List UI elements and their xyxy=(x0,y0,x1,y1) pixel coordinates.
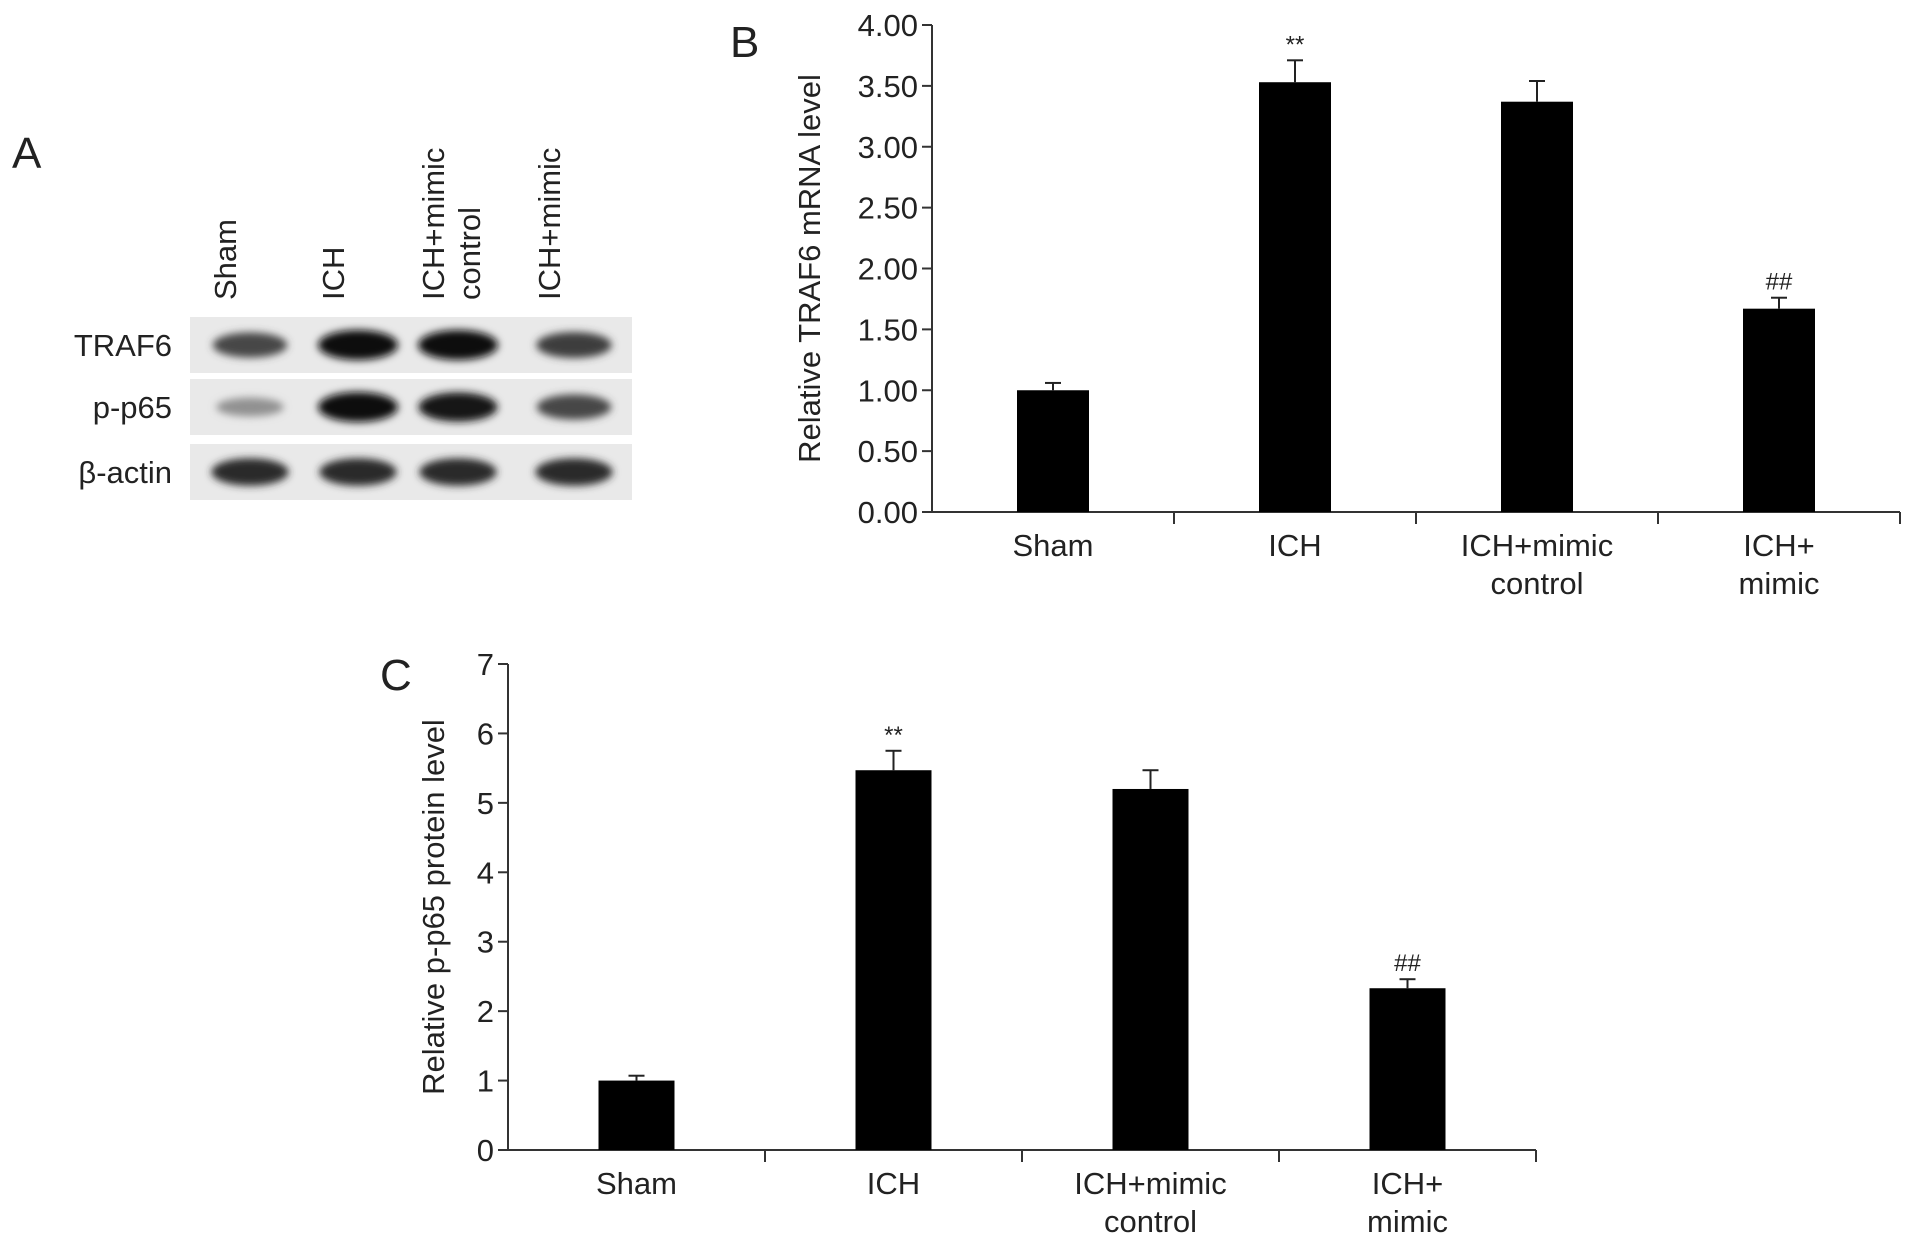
y-tick-label: 5 xyxy=(477,786,494,821)
x-category-label: mimic xyxy=(1367,1204,1448,1239)
bar xyxy=(1743,308,1815,512)
x-category-label: control xyxy=(1104,1204,1197,1239)
blot-lane-label: ICH+mimic xyxy=(416,148,451,300)
y-axis-label: Relative p-p65 protein level xyxy=(416,719,451,1095)
blot-band xyxy=(211,458,289,486)
y-tick-label: 3 xyxy=(477,925,494,960)
blot-band xyxy=(419,458,497,486)
significance-mark: ** xyxy=(1286,31,1305,58)
bar xyxy=(855,770,932,1150)
blot-band xyxy=(212,332,288,358)
blot-band xyxy=(535,458,613,486)
y-tick-label: 3.50 xyxy=(858,69,918,104)
bar xyxy=(1501,101,1573,512)
bar xyxy=(1017,390,1089,512)
y-axis-label: Relative TRAF6 mRNA level xyxy=(792,74,827,463)
panel-label-c: C xyxy=(380,651,412,700)
blot-band xyxy=(318,392,398,422)
x-category-label: control xyxy=(1490,566,1583,601)
y-tick-label: 1.50 xyxy=(858,312,918,347)
y-tick-label: 1 xyxy=(477,1064,494,1099)
blot-row-label: p-p65 xyxy=(93,390,172,425)
blot-band xyxy=(216,397,284,417)
blot-rows: TRAF6 p-p65 β-actin xyxy=(74,317,632,500)
y-tick-label: 2.50 xyxy=(858,191,918,226)
x-category-label: Sham xyxy=(1013,528,1094,563)
chart-c-p-p65-protein: 0 1 2 3 4 5 6 7 Relative p-p65 protein level Sham… xyxy=(416,647,1537,1239)
y-tick-label: 2.00 xyxy=(858,252,918,287)
blot-lane-labels: Sham ICH ICH+mimic control ICH+mimic xyxy=(208,148,567,300)
blot-lane-label: ICH xyxy=(316,247,351,300)
bar xyxy=(1259,82,1331,512)
y-tick-label: 0.00 xyxy=(858,495,918,530)
blot-band xyxy=(319,458,397,486)
chart-b-traf6-mrna: 0.00 0.50 1.00 1.50 2.00 2.50 3.00 3.50 4.00 Rela… xyxy=(792,8,1901,601)
western-blot-panel: Sham ICH ICH+mimic control ICH+mimic TRAF6p-… xyxy=(74,148,632,500)
y-tick-label: 1.00 xyxy=(858,373,918,408)
x-category-label: ICH+mimic xyxy=(1074,1166,1226,1201)
x-category-label: mimic xyxy=(1739,566,1820,601)
y-tick-label: 4.00 xyxy=(858,8,918,43)
x-category-label: ICH xyxy=(1268,528,1321,563)
y-tick-label: 0 xyxy=(477,1133,494,1168)
y-tick-label: 0.50 xyxy=(858,434,918,469)
y-tick-label: 3.00 xyxy=(858,130,918,165)
blot-row-label: TRAF6 xyxy=(74,328,172,363)
x-category-label: Sham xyxy=(596,1166,677,1201)
y-tick-label: 2 xyxy=(477,994,494,1029)
panel-label-a: A xyxy=(12,129,42,178)
x-category-label: ICH xyxy=(867,1166,920,1201)
bar xyxy=(1369,988,1446,1150)
blot-lane-label: control xyxy=(452,207,487,300)
bar xyxy=(598,1080,675,1150)
blot-lane-label: ICH+mimic xyxy=(532,148,567,300)
blot-band xyxy=(536,332,612,358)
x-category-label: ICH+ xyxy=(1743,528,1815,563)
significance-mark: ## xyxy=(1766,269,1793,296)
blot-band xyxy=(536,394,612,420)
blot-band xyxy=(318,330,398,360)
blot-lane-label: Sham xyxy=(208,219,243,300)
x-category-label: ICH+ xyxy=(1372,1166,1444,1201)
blot-row-label: β-actin xyxy=(78,455,172,490)
significance-mark: ** xyxy=(884,722,903,749)
significance-mark: ## xyxy=(1394,950,1421,977)
y-tick-label: 7 xyxy=(477,647,494,682)
y-tick-label: 6 xyxy=(477,716,494,751)
bar xyxy=(1112,788,1189,1150)
x-category-label: ICH+mimic xyxy=(1461,528,1613,563)
blot-band xyxy=(418,330,498,360)
y-tick-label: 4 xyxy=(477,855,494,890)
blot-band xyxy=(418,392,498,422)
panel-label-b: B xyxy=(730,18,759,67)
